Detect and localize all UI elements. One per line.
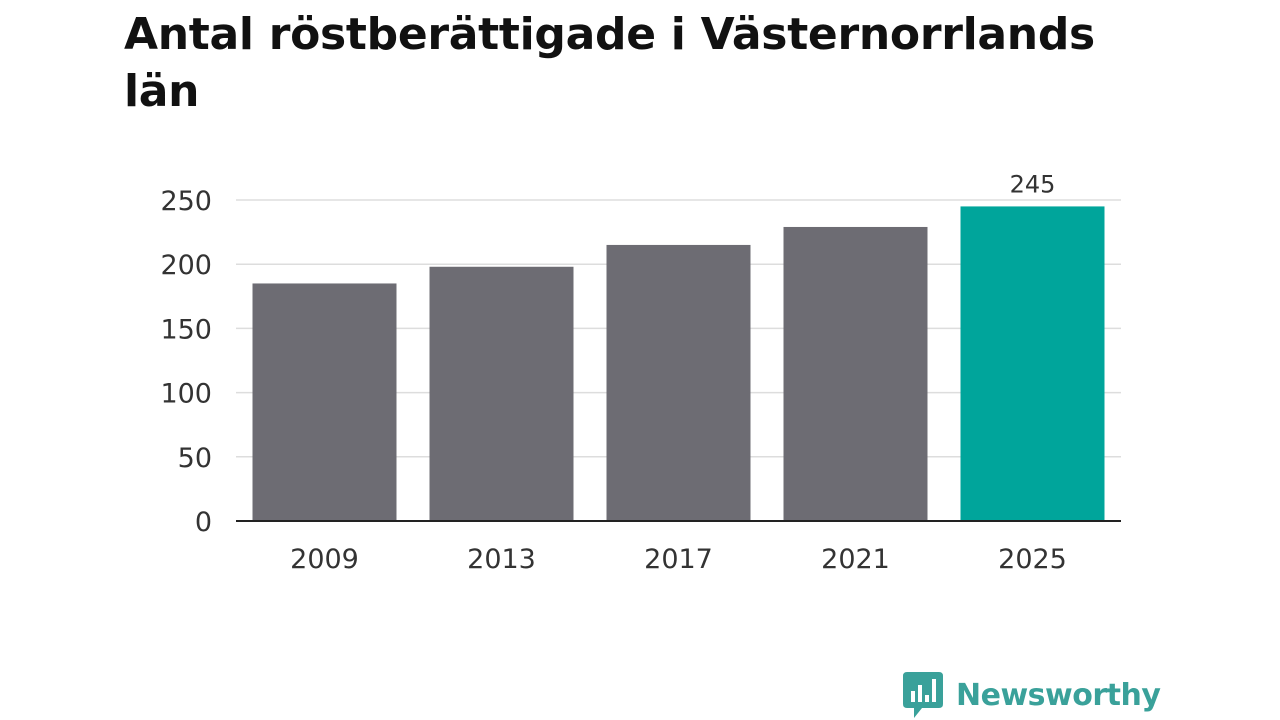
bar-chart: 0 50 100 150 200 250 2009 2013 2017 2021 2025 245 — [160, 170, 1121, 575]
chart-title: Antal röstberättigade i Västernorrlands … — [124, 9, 1095, 117]
y-tick-label: 100 — [160, 379, 212, 410]
y-tick-label: 250 — [160, 186, 212, 217]
newsworthy-logo-icon — [903, 672, 943, 718]
y-tick-label: 50 — [178, 443, 212, 474]
bar — [960, 206, 1105, 522]
x-tick-label: 2009 — [290, 544, 359, 575]
y-tick-label: 0 — [195, 507, 212, 538]
brand-name: Newsworthy — [956, 677, 1161, 713]
data-label: 245 — [1010, 170, 1056, 198]
bar — [606, 244, 751, 521]
bar — [429, 266, 574, 521]
y-tick-label: 200 — [160, 250, 212, 281]
x-tick-label: 2013 — [467, 544, 536, 575]
x-tick-label: 2017 — [644, 544, 713, 575]
x-tick-label: 2021 — [821, 544, 890, 575]
bar — [783, 226, 928, 522]
bar — [252, 283, 397, 521]
newsworthy-brand: Newsworthy — [902, 670, 1161, 720]
x-tick-label: 2025 — [998, 544, 1067, 575]
y-tick-label: 150 — [160, 314, 212, 345]
